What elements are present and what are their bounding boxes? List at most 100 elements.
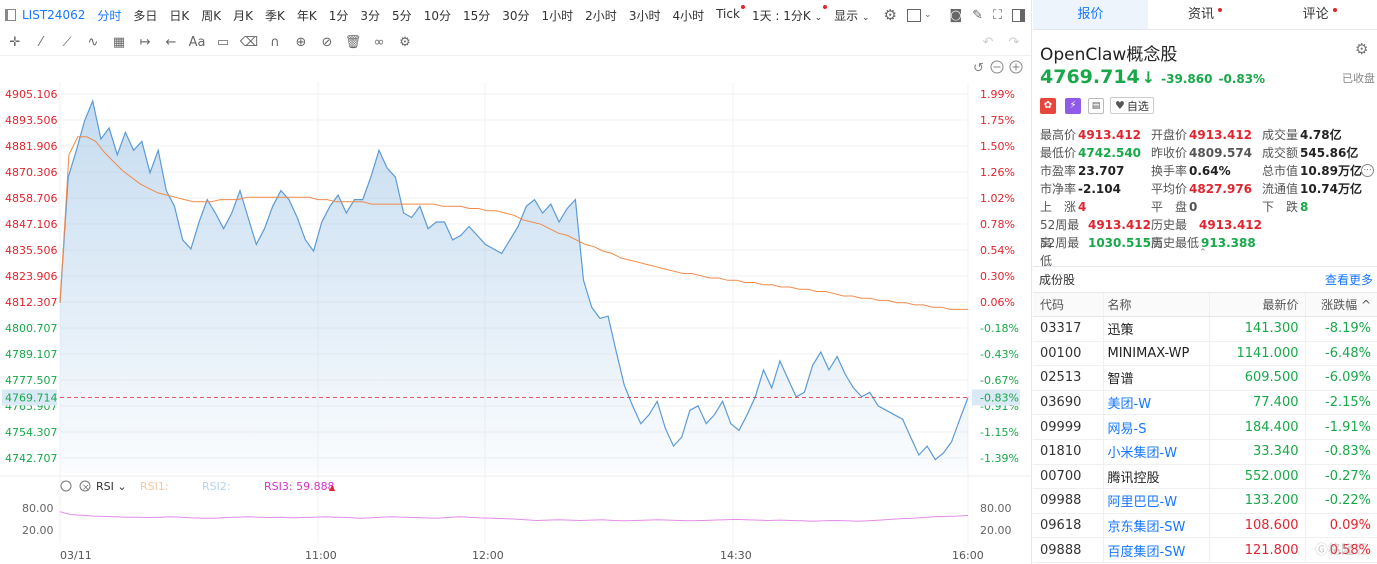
hide-icon[interactable]: ⊘ bbox=[321, 35, 333, 50]
table-row[interactable]: 09888 百度集团-SW 121.800 0.58% bbox=[1033, 537, 1377, 563]
more-icon[interactable]: ⋯ bbox=[1361, 164, 1374, 177]
zoom-in-icon[interactable] bbox=[1009, 60, 1023, 74]
symbol-label[interactable]: LIST24062 bbox=[22, 8, 86, 22]
crosshair-icon[interactable]: ✛ bbox=[9, 35, 21, 50]
link-icon[interactable]: ∞ bbox=[373, 35, 385, 50]
heart-icon: ♥ bbox=[1115, 99, 1125, 112]
pct-tick-label: 1.26% bbox=[980, 166, 1015, 179]
period-10[interactable]: 10分 bbox=[423, 8, 451, 23]
pen-icon[interactable]: ✎ bbox=[972, 7, 984, 23]
symbol-icon bbox=[5, 9, 16, 21]
wave-icon[interactable]: ∿ bbox=[87, 35, 99, 50]
table-header[interactable]: 涨跌幅 ^ bbox=[1304, 292, 1377, 317]
table-row[interactable]: 09988 阿里巴巴-W 133.200 -0.22% bbox=[1033, 488, 1377, 514]
period-1[interactable]: 多日 bbox=[133, 8, 158, 23]
price-chart[interactable]: 4905.106 4893.506 4881.906 4870.306 4858.706… bbox=[0, 56, 1031, 564]
period-6[interactable]: 年K bbox=[296, 8, 317, 23]
period-15[interactable]: 3小时 bbox=[628, 8, 661, 23]
period-16[interactable]: 4小时 bbox=[672, 8, 705, 23]
table-row[interactable]: 00700 腾讯控股 552.000 -0.27% bbox=[1033, 464, 1377, 490]
y-tick-label: 4742.707 bbox=[5, 452, 58, 465]
eraser-icon[interactable]: ⌫ bbox=[239, 35, 259, 50]
name-cell: MINIMAX-WP bbox=[1102, 341, 1209, 367]
pct-tick-label: 0.78% bbox=[980, 218, 1015, 231]
magnet-icon[interactable]: ∩ bbox=[270, 35, 280, 50]
stat-cell: 市净率 -2.104 bbox=[1040, 180, 1151, 198]
stat-key: 总市值 bbox=[1262, 164, 1299, 178]
rsi-label[interactable]: RSI ⌄ bbox=[96, 480, 127, 493]
rsi-close-icon[interactable] bbox=[79, 480, 91, 492]
period-14[interactable]: 2小时 bbox=[585, 8, 617, 23]
period-12[interactable]: 30分 bbox=[502, 8, 530, 23]
period-13[interactable]: 1小时 bbox=[541, 8, 574, 23]
note-icon[interactable]: ▭ bbox=[216, 35, 230, 50]
price-cell: 1141.000 bbox=[1208, 341, 1305, 367]
view-more-link[interactable]: 查看更多 bbox=[1324, 273, 1373, 287]
period-11[interactable]: 15分 bbox=[462, 8, 491, 23]
quote-panel: 报价 资讯 评论 OpenClaw概念股 ⚙ 4769.714 ↓ -39.860 … bbox=[1033, 0, 1377, 564]
table-row[interactable]: 09999 网易-S 184.400 -1.91% bbox=[1033, 414, 1377, 440]
zoom-out-icon[interactable] bbox=[990, 60, 1004, 74]
chart-style-icon[interactable] bbox=[906, 8, 921, 22]
redo-icon[interactable]: ↷ bbox=[1008, 35, 1020, 50]
fib-icon[interactable]: ▦ bbox=[112, 35, 126, 50]
camera-icon[interactable]: ◙ bbox=[949, 7, 963, 23]
measure-icon[interactable]: ↦ bbox=[139, 35, 151, 50]
fullscreen-icon[interactable]: ⛶ bbox=[993, 7, 1003, 23]
period-9[interactable]: 5分 bbox=[392, 8, 412, 23]
reset-zoom-icon[interactable]: ↺ bbox=[973, 61, 984, 76]
period-3[interactable]: 周K bbox=[201, 8, 222, 23]
stat-cell: 成交量 4.78亿 bbox=[1262, 126, 1375, 144]
rsi-settings-icon[interactable] bbox=[60, 480, 72, 492]
table-row[interactable]: 03690 美团-W 77.400 -2.15% bbox=[1033, 390, 1377, 416]
period-4[interactable]: 月K bbox=[233, 8, 254, 23]
lock-icon[interactable]: ⊕ bbox=[295, 35, 307, 50]
note-icon[interactable]: ▤ bbox=[1088, 97, 1104, 114]
tab-0[interactable]: 报价 bbox=[1033, 0, 1148, 29]
rsi1-label: RSI1: bbox=[140, 480, 169, 493]
arrow-left-icon[interactable]: ← bbox=[165, 35, 177, 50]
y-tick-label: 4800.707 bbox=[5, 322, 58, 335]
table-row[interactable]: 09618 京东集团-SW 108.600 0.09% bbox=[1033, 513, 1377, 539]
period-0[interactable]: 分时 bbox=[97, 8, 122, 23]
undo-icon[interactable]: ↶ bbox=[982, 35, 994, 50]
kline-select[interactable]: 1天 : 1分K ⌄ bbox=[746, 4, 828, 24]
watchlist-button[interactable]: ♥ 自选 bbox=[1110, 97, 1154, 114]
tab-1[interactable]: 资讯 bbox=[1148, 0, 1263, 29]
price-line bbox=[59, 98, 969, 461]
table-row[interactable]: 00100 MINIMAX-WP 1141.000 -6.48% bbox=[1033, 341, 1377, 367]
pct-tick-label: 0.30% bbox=[980, 270, 1015, 283]
table-row[interactable]: 01810 小米集团-W 33.340 -0.83% bbox=[1033, 439, 1377, 465]
price-cell: 121.800 bbox=[1208, 537, 1305, 563]
tab-2[interactable]: 评论 bbox=[1262, 0, 1377, 29]
trash-icon[interactable]: 🗑 bbox=[344, 35, 362, 50]
gear-icon[interactable]: ⚙ bbox=[399, 35, 411, 50]
name-cell: 阿里巴巴-W bbox=[1102, 488, 1209, 514]
text-tool[interactable]: Aa bbox=[188, 35, 206, 50]
table-row[interactable]: 02513 智谱 609.500 -6.09% bbox=[1033, 365, 1377, 391]
period-5[interactable]: 季K bbox=[265, 8, 285, 23]
y-tick-label: 4881.906 bbox=[5, 140, 58, 153]
price-change: -39.860 bbox=[1161, 72, 1213, 86]
chevron-up-icon[interactable]: ⌃ bbox=[1199, 248, 1207, 258]
period-7[interactable]: 1分 bbox=[328, 8, 349, 23]
period-8[interactable]: 3分 bbox=[360, 8, 381, 23]
stat-value: 4827.976 bbox=[1189, 182, 1253, 196]
code-cell: 03690 bbox=[1033, 390, 1103, 416]
period-2[interactable]: 日K bbox=[169, 8, 190, 23]
settings-icon[interactable]: ⚙ bbox=[1355, 40, 1369, 58]
settings-icon[interactable]: ⚙ bbox=[883, 6, 897, 24]
stat-key: 市盈率 bbox=[1040, 164, 1077, 178]
y-tick-label: 4858.706 bbox=[5, 192, 58, 205]
table-row[interactable]: 03317 迅策 141.300 -8.19% bbox=[1033, 316, 1377, 342]
rsi2-label: RSI2: bbox=[202, 480, 231, 493]
name-cell: 小米集团-W bbox=[1102, 439, 1209, 465]
display-select[interactable]: 显示 ⌄ bbox=[834, 8, 870, 23]
name-cell: 智谱 bbox=[1102, 365, 1209, 391]
table-header: 名称 bbox=[1102, 292, 1209, 317]
chevron-down-icon[interactable]: ⌄ bbox=[923, 10, 932, 20]
period-17[interactable]: Tick bbox=[710, 4, 746, 24]
ray-line-icon[interactable]: ⟋ bbox=[62, 35, 72, 50]
trend-line-icon[interactable]: ⁄ bbox=[39, 35, 43, 50]
panel-toggle-icon[interactable] bbox=[1012, 8, 1026, 22]
